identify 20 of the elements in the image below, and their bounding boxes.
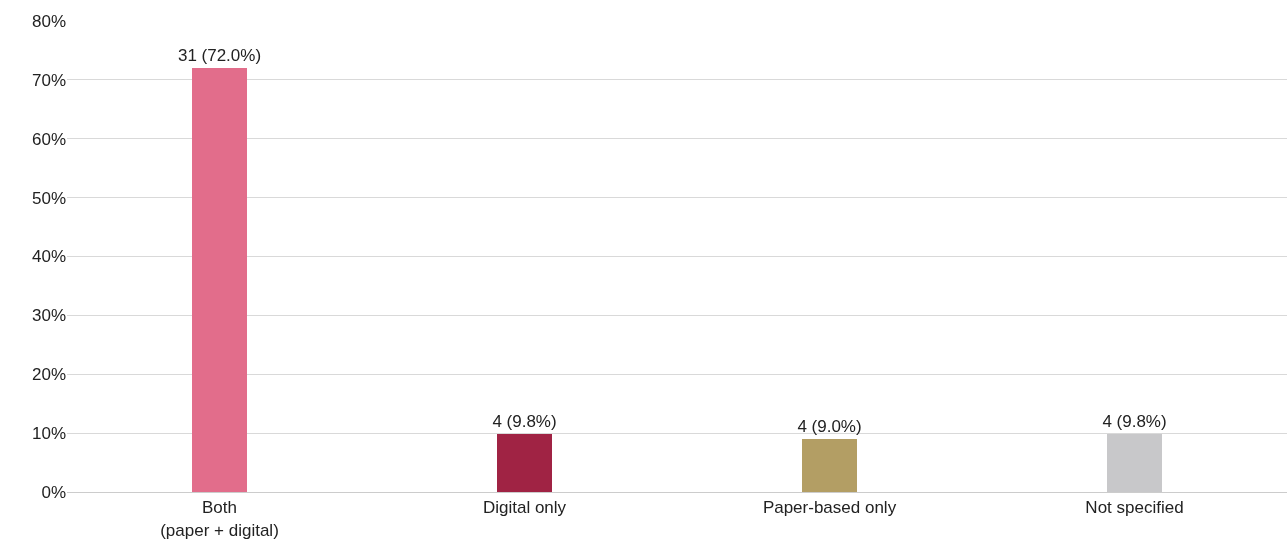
y-tick-label: 0%	[41, 482, 66, 502]
y-tick-label: 50%	[31, 188, 66, 208]
data-label: 4 (9.0%)	[797, 417, 862, 436]
y-tick-label: 20%	[31, 365, 66, 385]
data-label: 4 (9.8%)	[1102, 412, 1167, 431]
y-tick-label: 10%	[31, 424, 66, 444]
data-label: 4 (9.8%)	[492, 412, 557, 431]
y-tick-label: 60%	[31, 129, 66, 149]
x-tick-label: Digital only	[482, 498, 567, 518]
x-tick-label: Paper-based only	[762, 498, 897, 518]
y-tick-label: 70%	[31, 70, 66, 90]
x-tick-label: Both (paper + digital)	[160, 498, 279, 540]
bar	[802, 439, 857, 492]
bar	[192, 68, 247, 492]
y-tick-label: 80%	[31, 11, 66, 31]
data-label: 31 (72.0%)	[177, 46, 262, 65]
bar	[497, 434, 552, 492]
y-tick-label: 30%	[31, 306, 66, 326]
y-tick-label: 40%	[31, 247, 66, 267]
x-tick-label: Not specified	[1085, 498, 1184, 518]
